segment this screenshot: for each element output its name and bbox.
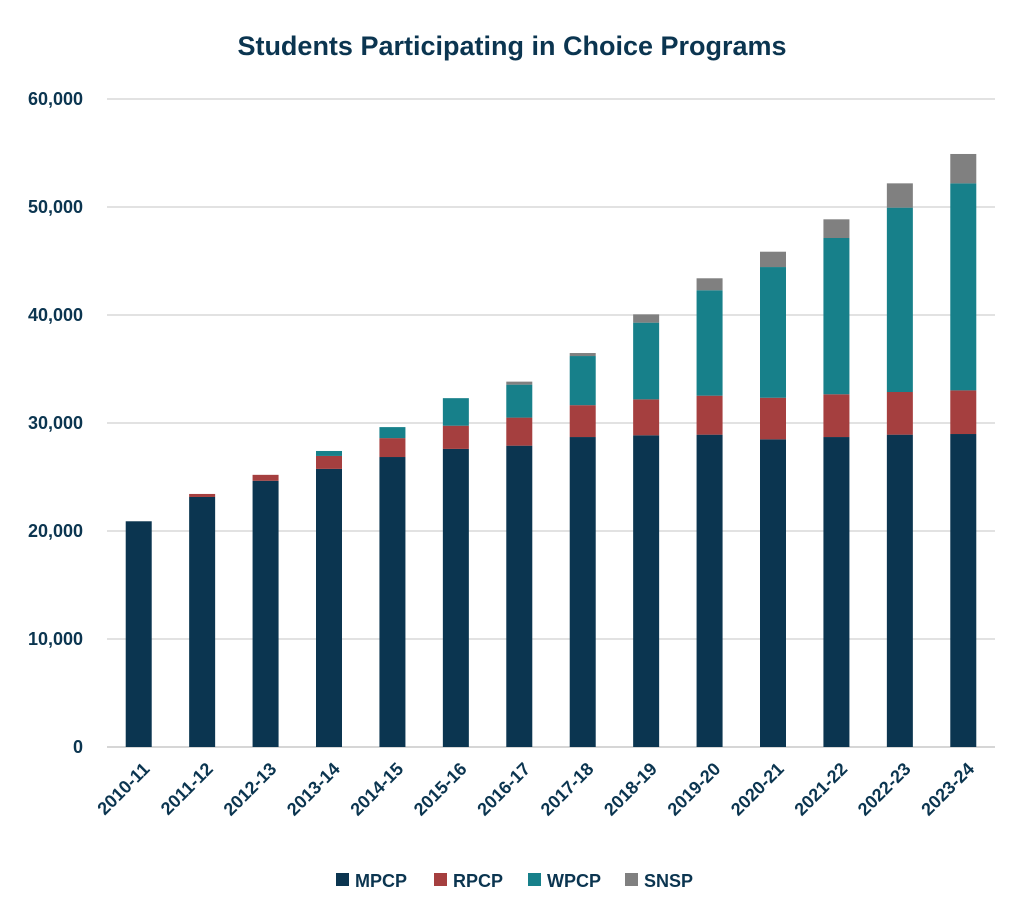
x-tick-label: 2014-15 — [346, 759, 407, 820]
legend-label: WPCP — [547, 871, 601, 891]
bar-mpcp-2016-17 — [506, 445, 533, 747]
legend: MPCP RPCP WPCP SNSP — [336, 871, 693, 891]
bar-wpcp-2023-24 — [950, 183, 977, 391]
bar-mpcp-2012-13 — [252, 480, 279, 747]
bar-rpcp-2013-14 — [316, 455, 342, 469]
bar-wpcp-2018-19 — [633, 322, 660, 400]
bar-wpcp-2016-17 — [506, 384, 533, 418]
bar-rpcp-2014-15 — [379, 438, 406, 458]
legend-swatch-mpcp — [336, 873, 349, 886]
x-tick-label: 2017-18 — [537, 759, 598, 820]
x-tick-label: 2023-24 — [917, 759, 978, 820]
bar-wpcp-2015-16 — [442, 398, 469, 426]
gridlines — [107, 98, 995, 748]
bar-mpcp-2021-22 — [823, 437, 850, 747]
bar-rpcp-2015-16 — [442, 425, 469, 449]
bar-rpcp-2012-13 — [252, 474, 279, 481]
bar-rpcp-2021-22 — [823, 394, 850, 438]
y-axis-ticks: 0 10,000 20,000 30,000 40,000 50,000 60,000 — [28, 89, 83, 757]
bar-snsp-2020-21 — [760, 251, 786, 268]
chart-title: Students Participating in Choice Program… — [237, 31, 786, 61]
bar-wpcp-2013-14 — [316, 450, 342, 456]
legend-label: RPCP — [453, 871, 503, 891]
bar-snsp-2023-24 — [950, 153, 977, 184]
bar-snsp-2022-23 — [886, 183, 913, 208]
bar-mpcp-2018-19 — [633, 435, 660, 747]
bars — [125, 153, 977, 747]
x-tick-label: 2012-13 — [220, 759, 281, 820]
x-tick-label: 2019-20 — [664, 759, 725, 820]
bar-mpcp-2023-24 — [950, 434, 977, 747]
bar-snsp-2021-22 — [823, 219, 850, 238]
bar-rpcp-2016-17 — [506, 417, 533, 446]
bar-mpcp-2014-15 — [379, 457, 406, 747]
bar-mpcp-2015-16 — [442, 448, 469, 747]
y-tick-label: 20,000 — [28, 521, 83, 541]
bar-mpcp-2020-21 — [760, 439, 786, 747]
x-tick-label: 2015-16 — [410, 759, 471, 820]
bar-wpcp-2022-23 — [886, 207, 913, 393]
bar-snsp-2018-19 — [633, 314, 660, 323]
x-tick-label: 2010-11 — [93, 759, 153, 819]
x-tick-label: 2018-19 — [600, 759, 661, 820]
bar-mpcp-2010-11 — [125, 521, 152, 747]
legend-swatch-wpcp — [528, 873, 541, 886]
x-axis-ticks: 2010-11 2011-12 2012-13 2013-14 2014-15 2015-… — [93, 759, 978, 820]
bar-rpcp-2019-20 — [696, 395, 723, 435]
bar-mpcp-2013-14 — [316, 468, 342, 747]
bar-rpcp-2020-21 — [760, 397, 786, 440]
x-tick-label: 2011-12 — [157, 759, 217, 819]
bar-snsp-2019-20 — [696, 278, 723, 291]
bar-mpcp-2011-12 — [189, 496, 216, 747]
bar-wpcp-2017-18 — [569, 356, 596, 406]
bar-wpcp-2020-21 — [760, 267, 786, 398]
legend-swatch-rpcp — [434, 873, 447, 886]
bar-snsp-2016-17 — [506, 381, 533, 385]
x-tick-label: 2013-14 — [283, 759, 344, 820]
bar-wpcp-2014-15 — [379, 427, 406, 439]
bar-rpcp-2011-12 — [189, 493, 216, 497]
bar-mpcp-2017-18 — [569, 437, 596, 747]
y-tick-label: 10,000 — [28, 629, 83, 649]
bar-wpcp-2021-22 — [823, 237, 850, 395]
x-tick-label: 2016-17 — [473, 759, 534, 820]
bar-wpcp-2019-20 — [696, 290, 723, 396]
y-tick-label: 40,000 — [28, 305, 83, 325]
x-tick-label: 2020-21 — [727, 759, 788, 820]
x-tick-label: 2021-22 — [790, 759, 851, 820]
x-tick-label: 2022-23 — [854, 759, 915, 820]
legend-swatch-snsp — [625, 873, 638, 886]
y-tick-label: 30,000 — [28, 413, 83, 433]
bar-rpcp-2018-19 — [633, 399, 660, 436]
legend-label: MPCP — [355, 871, 407, 891]
y-tick-label: 60,000 — [28, 89, 83, 109]
y-tick-label: 0 — [73, 737, 83, 757]
bar-mpcp-2019-20 — [696, 434, 723, 747]
bar-rpcp-2017-18 — [569, 405, 596, 438]
bar-snsp-2017-18 — [569, 353, 596, 357]
bar-rpcp-2023-24 — [950, 390, 977, 435]
legend-label: SNSP — [644, 871, 693, 891]
y-tick-label: 50,000 — [28, 197, 83, 217]
bar-rpcp-2022-23 — [886, 392, 913, 435]
bar-mpcp-2022-23 — [886, 434, 913, 747]
